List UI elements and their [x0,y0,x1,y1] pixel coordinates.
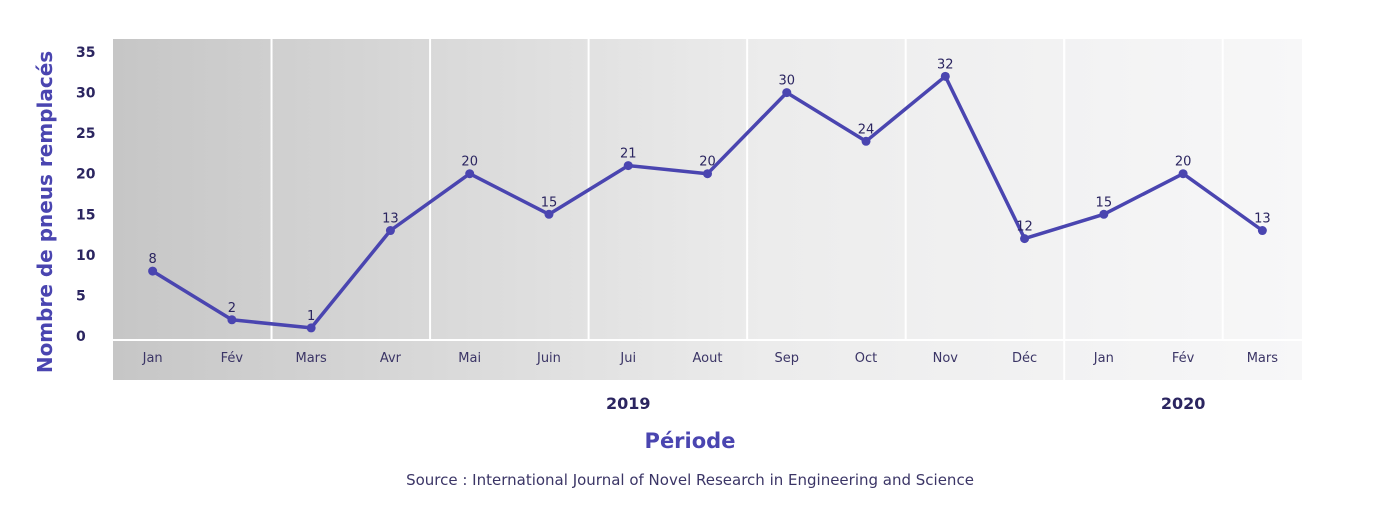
y-tick-label: 5 [76,288,86,304]
data-label: 20 [699,155,716,170]
data-label: 21 [620,147,637,162]
x-tick-label: Sep [775,351,800,366]
data-point [1020,234,1030,244]
data-label: 13 [382,212,399,227]
data-label: 15 [1096,195,1113,210]
x-tick-label: Jui [619,351,636,366]
data-label: 32 [937,57,954,72]
y-tick-label: 35 [76,45,95,61]
x-tick-label: Déc [1012,351,1037,366]
plot-area [113,39,1302,339]
data-point [623,161,633,171]
data-label: 20 [1175,155,1192,170]
data-label: 15 [541,195,558,210]
data-label: 2 [228,301,236,316]
x-tick-label: Aout [693,351,723,366]
data-label: 8 [148,252,156,267]
data-label: 24 [858,122,875,137]
data-label: 12 [1016,220,1033,235]
x-tick-label: Oct [855,351,877,366]
year-label: 2020 [1161,394,1206,413]
data-point [306,323,316,333]
data-point [544,209,554,219]
data-point [703,169,712,179]
data-point [465,169,475,179]
data-points [148,71,1267,333]
data-point [227,315,237,325]
data-point [385,226,395,236]
year-labels: 2019 2020 [606,394,1205,413]
data-label: 30 [778,74,795,89]
y-tick-label: 15 [76,207,95,223]
x-tick-label: Avr [380,351,402,366]
data-point [782,88,792,98]
source-note: Source : International Journal of Novel … [406,471,974,489]
data-point [1257,226,1267,236]
y-tick-label: 10 [76,248,96,264]
data-point [1099,209,1109,219]
y-tick-label: 0 [76,329,86,345]
x-tick-label: Fév [1172,351,1195,366]
x-tick-label: Jan [1093,351,1114,366]
data-label: 20 [461,155,478,170]
plot-background [113,39,1302,380]
x-tick-label: Jan [142,351,163,366]
x-axis-band [113,341,1302,380]
x-tick-label: Nov [933,351,959,366]
y-tick-label: 20 [76,167,96,183]
y-tick-label: 30 [76,86,96,102]
data-label: 13 [1254,212,1271,227]
x-tick-label: Juin [536,351,561,366]
year-label: 2019 [606,394,651,413]
x-axis-title: Période [645,429,736,453]
x-tick-label: Mars [1247,351,1279,366]
y-axis-title: Nombre de pneus remplacés [33,51,57,373]
data-point [940,71,950,81]
data-point [861,136,871,146]
y-axis-ticks: 0 5 10 15 20 25 30 35 [76,45,96,345]
data-point [148,266,158,276]
x-tick-label: Mars [296,351,328,366]
data-point [1178,169,1188,179]
x-tick-label: Fév [221,351,244,366]
x-axis-ticks: Jan Fév Mars Avr Mai Juin Jui Aout Sep Oct Nov Déc J… [142,351,1279,366]
y-tick-label: 25 [76,126,95,142]
x-tick-label: Mai [458,351,481,366]
data-label: 1 [307,309,315,324]
